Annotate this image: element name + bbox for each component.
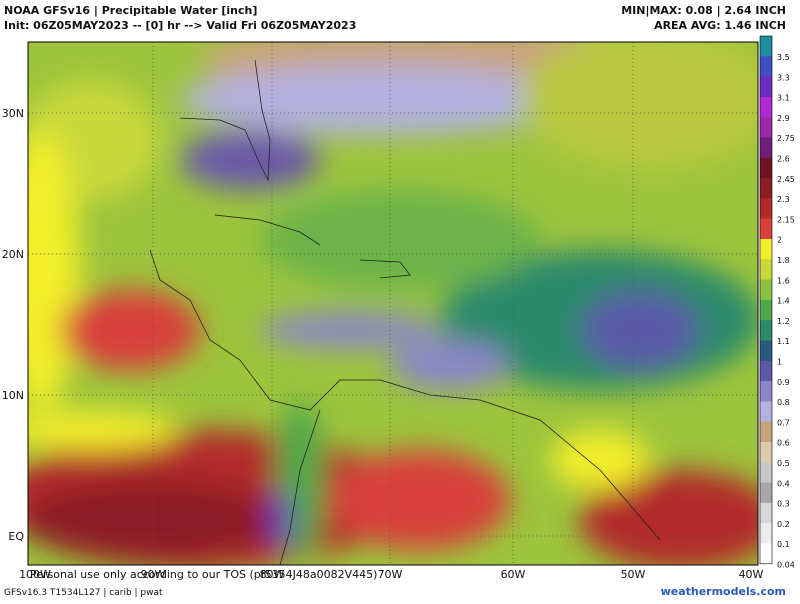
colorbar-swatch (760, 421, 772, 443)
colorbar-label: 0.2 (777, 520, 790, 529)
colorbar-swatch (760, 239, 772, 260)
colorbar-label: 2 (777, 236, 782, 245)
min-max: MIN|MAX: 0.08 | 2.64 INCH (621, 4, 786, 17)
init-time: Init: 06Z05MAY2023 -- [0] hr --> Valid F… (4, 19, 356, 32)
colorbar-label: 3.5 (777, 53, 790, 62)
colorbar-label: 0.6 (777, 439, 790, 448)
colorbar-swatch (760, 178, 772, 199)
model-info: GFSv16.3 T1534L127 | carib | pwat (4, 588, 163, 598)
lat-label: EQ (8, 530, 24, 543)
colorbar-swatch (760, 56, 772, 78)
title: NOAA GFSv16 | Precipitable Water [inch] (4, 4, 257, 17)
colorbar-swatch (760, 76, 772, 98)
colorbar-swatch (760, 137, 772, 159)
colorbar-swatch (760, 259, 772, 281)
lon-label: 100W (19, 568, 51, 581)
graticule (28, 42, 758, 565)
colorbar-swatch (760, 96, 772, 118)
colorbar-label: 0.5 (777, 459, 790, 468)
colorbar-swatch (760, 381, 772, 402)
lon-label: 60W (501, 568, 526, 581)
colorbar-label: 1.6 (777, 276, 790, 285)
colorbar-label: 3.3 (777, 73, 790, 82)
colorbar-swatch (760, 543, 772, 565)
area-avg: AREA AVG: 1.46 INCH (654, 19, 786, 32)
colorbar-swatch (760, 401, 772, 423)
colorbar-label: 1.8 (777, 256, 790, 265)
tos-note: Personal use only according to our TOS (… (30, 568, 377, 581)
colorbar-swatch (760, 340, 772, 362)
colorbar-label: 2.45 (777, 175, 795, 184)
map-field (28, 42, 758, 565)
colorbar-label: 2.9 (777, 114, 790, 123)
colorbar-label: 0.8 (777, 398, 790, 407)
lon-label: 50W (621, 568, 646, 581)
colorbar-swatch (760, 218, 772, 240)
colorbar-frame (759, 35, 773, 565)
colorbar-swatch (760, 198, 772, 220)
colorbar-label: 1.1 (777, 337, 790, 346)
colorbar-label: 3.1 (777, 94, 790, 103)
dynamic: 30N 20N 10N EQ 100W 90W 80W 70W 60W 50W 40W 3.5 3.3 3… (2, 35, 795, 581)
colorbar-swatch (760, 157, 772, 179)
colorbar-swatch (760, 482, 772, 504)
colorbar-label: 2.75 (777, 134, 795, 143)
colorbar-swatch (760, 502, 772, 524)
colorbar-label: 0.4 (777, 479, 790, 488)
colorbar-label: 1.2 (777, 317, 790, 326)
colorbar-label: 2.3 (777, 195, 790, 204)
lat-label: 20N (2, 248, 24, 261)
colorbar-swatch (760, 360, 772, 382)
site-link[interactable]: weathermodels.com (661, 585, 786, 598)
colorbar-swatch (760, 462, 772, 484)
colorbar-label: 2.15 (777, 215, 795, 224)
colorbar-label: 0.3 (777, 500, 790, 509)
map-frame (27, 41, 759, 566)
colorbar-swatch (760, 117, 772, 138)
colorbar-swatch (760, 36, 772, 57)
colorbar-label: 0.04 (777, 561, 795, 570)
colorbar-label: 1.4 (777, 297, 790, 306)
colorbar-label: 0.7 (777, 418, 790, 427)
colorbar-label: 0.9 (777, 378, 790, 387)
colorbar-label: 1 (777, 358, 782, 367)
colorbar-swatch (760, 442, 772, 463)
lon-label: 90W (141, 568, 166, 581)
lon-label: 80W (260, 568, 285, 581)
colorbar-swatch (760, 299, 772, 321)
lon-label: 70W (378, 568, 403, 581)
colorbar-swatch (760, 523, 772, 544)
colorbar-label: 0.1 (777, 540, 790, 549)
colorbar-swatch (760, 279, 772, 301)
lat-label: 30N (2, 107, 24, 120)
lat-label: 10N (2, 389, 24, 402)
colorbar-swatch (760, 320, 772, 341)
colorbar-label: 2.6 (777, 155, 790, 164)
lon-label: 40W (739, 568, 764, 581)
